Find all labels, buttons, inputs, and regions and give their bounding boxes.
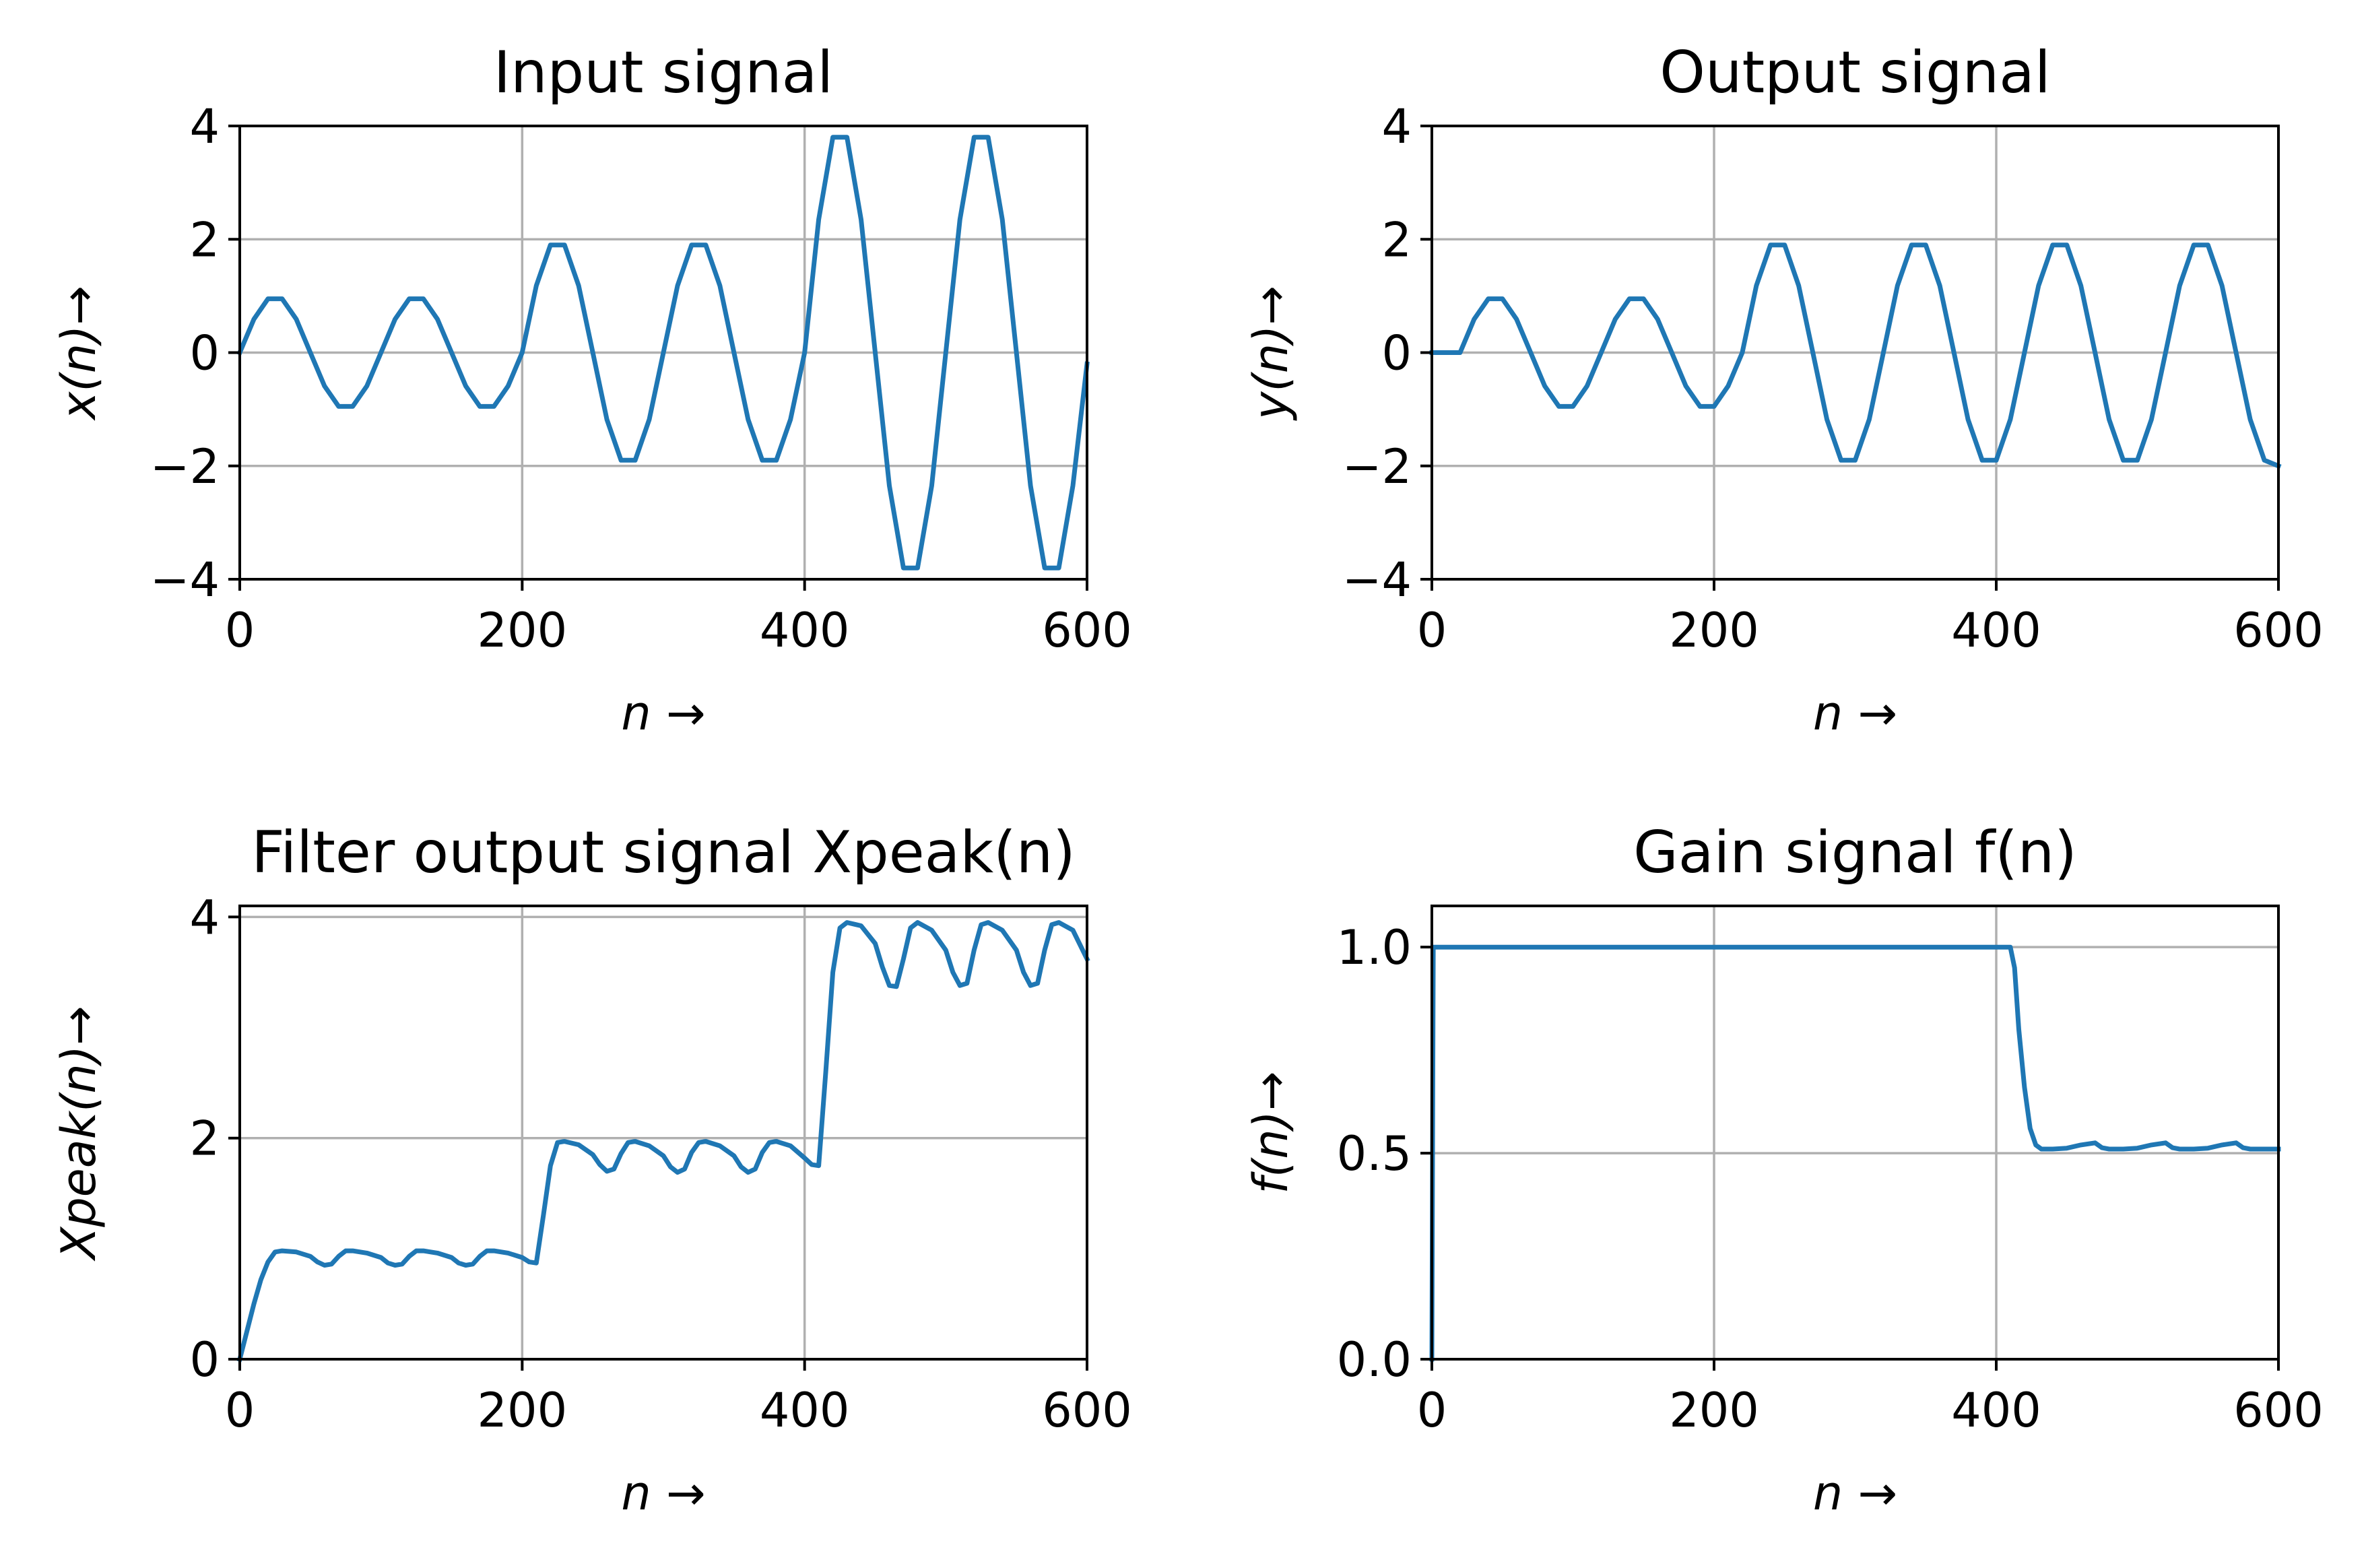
y-tick-label: 4 <box>1381 99 1412 154</box>
x-tick-label: 0 <box>225 1383 255 1438</box>
x-tick-label: 600 <box>1042 1383 1132 1438</box>
x-tick-label: 200 <box>1669 1383 1759 1438</box>
y-tick-label: 2 <box>189 1111 220 1167</box>
x-tick-label: 400 <box>1951 603 2041 658</box>
chart-title: Gain signal f(n) <box>1633 819 2077 886</box>
subplot-2: 0 200 400 600 −4 −2 0 2 4 Output signal n → y(n)→ <box>1243 39 2324 741</box>
x-tick-label: 0 <box>1417 603 1447 658</box>
chart-title: Filter output signal Xpeak(n) <box>251 819 1076 886</box>
x-tick-label: 0 <box>1417 1383 1447 1438</box>
series-line <box>236 920 1090 1363</box>
x-axis-label: n → <box>621 1466 705 1521</box>
chart-title: Output signal <box>1660 39 2050 106</box>
series-line <box>236 135 1090 570</box>
subplot-1: 0 200 400 600 −4 −2 0 2 4 Input signal n → x(n)→ <box>51 39 1132 741</box>
axes-frame <box>1431 905 2280 1361</box>
subplot-3: 0 200 400 600 0 2 4 Filter output signal Xpeak(… <box>51 819 1132 1521</box>
y-axis-label: y(n)→ <box>1243 286 1299 421</box>
x-tick-label: 0 <box>225 603 255 658</box>
y-axis-label: f(n)→ <box>1243 1071 1299 1194</box>
x-tick-label: 400 <box>1951 1383 2041 1438</box>
x-tick-label: 400 <box>760 1383 850 1438</box>
x-tick-label: 200 <box>478 1383 568 1438</box>
x-tick-label: 600 <box>2233 1383 2324 1438</box>
y-tick-label: 1.0 <box>1337 920 1412 975</box>
y-tick-label: −2 <box>1342 439 1412 494</box>
y-tick-label: −4 <box>150 552 220 608</box>
x-tick-label: 600 <box>2233 603 2324 658</box>
y-tick-label: 2 <box>189 212 220 267</box>
y-tick-label: 4 <box>189 890 220 945</box>
y-tick-label: 0 <box>1381 326 1412 381</box>
y-tick-label: 2 <box>1381 212 1412 267</box>
x-axis-label: n → <box>1813 1466 1897 1521</box>
x-tick-label: 200 <box>1669 603 1759 658</box>
y-tick-label: 0 <box>189 1332 220 1387</box>
chart-title: Input signal <box>494 39 833 106</box>
y-tick-label: −2 <box>150 439 220 494</box>
x-tick-label: 600 <box>1042 603 1132 658</box>
axes-frame <box>238 905 1088 1361</box>
x-axis-label: n → <box>621 686 705 741</box>
y-tick-label: 0.5 <box>1337 1126 1412 1181</box>
y-tick-label: 4 <box>189 99 220 154</box>
y-tick-label: 0.0 <box>1337 1332 1412 1387</box>
x-axis-label: n → <box>1813 686 1897 741</box>
series-line <box>1429 242 2282 469</box>
subplot-4: 0 200 400 600 0.0 0.5 1.0 Gain signal f(n) n → f(… <box>1243 819 2324 1521</box>
series-line <box>1429 944 2281 1362</box>
y-tick-label: 0 <box>189 326 220 381</box>
y-axis-label: Xpeak(n)→ <box>51 1006 106 1262</box>
y-axis-label: x(n)→ <box>51 286 106 421</box>
x-tick-label: 200 <box>478 603 568 658</box>
y-tick-label: −4 <box>1342 552 1412 608</box>
x-tick-label: 400 <box>760 603 850 658</box>
